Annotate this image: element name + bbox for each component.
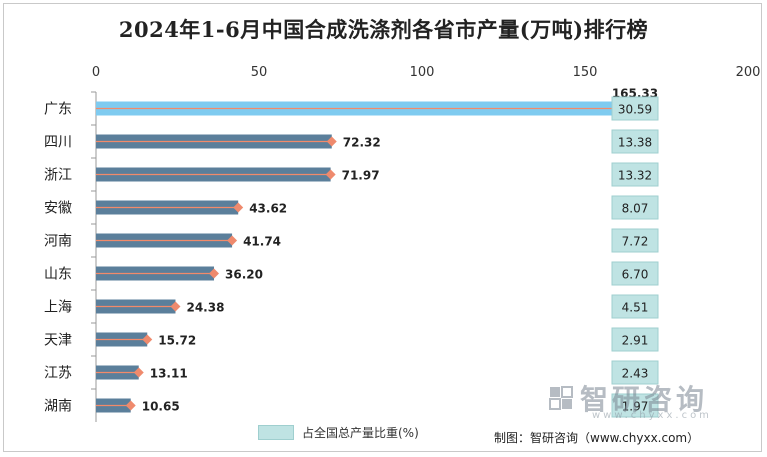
category-label: 浙江 xyxy=(44,168,72,184)
share-box xyxy=(611,261,659,286)
bar-marker xyxy=(209,268,220,279)
bar-marker xyxy=(170,301,181,312)
share-label: 30.59 xyxy=(618,103,652,117)
share-box xyxy=(611,162,659,187)
category-label: 四川 xyxy=(44,135,72,151)
value-label: 71.97 xyxy=(342,169,380,183)
value-label: 10.65 xyxy=(142,400,180,414)
value-label: 43.62 xyxy=(249,202,287,216)
share-box xyxy=(611,393,659,418)
share-box xyxy=(611,195,659,220)
watermark: 智研咨询 www.chyxx.com xyxy=(548,378,709,421)
value-label: 72.32 xyxy=(343,136,381,150)
share-box xyxy=(611,228,659,253)
bar-marker xyxy=(142,334,153,345)
value-label: 24.38 xyxy=(186,301,224,315)
legend-swatch xyxy=(258,425,294,440)
watermark-name: 智研咨询 xyxy=(580,383,709,416)
x-tick-label: 150 xyxy=(573,65,598,80)
share-box xyxy=(611,294,659,319)
share-label: 1.97 xyxy=(622,400,649,414)
category-label: 江苏 xyxy=(44,366,72,382)
value-label: 36.20 xyxy=(225,268,263,282)
bar-marker xyxy=(133,367,144,378)
category-label: 广东 xyxy=(44,102,72,118)
category-label: 湖南 xyxy=(44,399,72,415)
legend-label: 占全国总产量比重(%) xyxy=(302,426,419,440)
share-box xyxy=(611,360,659,385)
x-tick-label: 200 xyxy=(736,65,761,80)
chyxx-logo-icon xyxy=(549,386,573,410)
value-label: 13.11 xyxy=(150,367,188,381)
bar-marker xyxy=(326,136,337,147)
value-label: 41.74 xyxy=(243,235,281,249)
bar-marker xyxy=(125,400,136,411)
x-tick-label: 50 xyxy=(251,65,268,80)
share-box xyxy=(611,129,659,154)
share-label: 6.70 xyxy=(622,268,649,282)
category-label: 山东 xyxy=(44,267,72,283)
share-box xyxy=(611,96,659,121)
share-box xyxy=(611,327,659,352)
share-label: 13.32 xyxy=(618,169,652,183)
value-label: 15.72 xyxy=(158,334,196,348)
category-label: 上海 xyxy=(44,300,72,316)
bar-marker xyxy=(233,202,244,213)
share-label: 8.07 xyxy=(622,202,649,216)
legend: 占全国总产量比重(%) xyxy=(258,424,419,441)
share-label: 4.51 xyxy=(622,301,649,315)
share-label: 13.38 xyxy=(618,136,652,150)
bar-marker xyxy=(227,235,238,246)
category-label: 安徽 xyxy=(44,201,72,217)
watermark-url: www.chyxx.com xyxy=(592,410,712,421)
x-tick-label: 0 xyxy=(92,65,100,80)
category-label: 河南 xyxy=(44,234,72,250)
source-note: 制图：智研咨询（www.chyxx.com） xyxy=(494,431,700,445)
share-label: 7.72 xyxy=(622,235,649,249)
share-label: 2.43 xyxy=(622,367,649,381)
chart-title: 2024年1-6月中国合成洗涤剂各省市产量(万吨)排行榜 xyxy=(118,17,649,42)
category-label: 天津 xyxy=(44,333,72,349)
share-label: 2.91 xyxy=(622,334,649,348)
x-tick-label: 100 xyxy=(410,65,435,80)
bar-marker xyxy=(325,169,336,180)
